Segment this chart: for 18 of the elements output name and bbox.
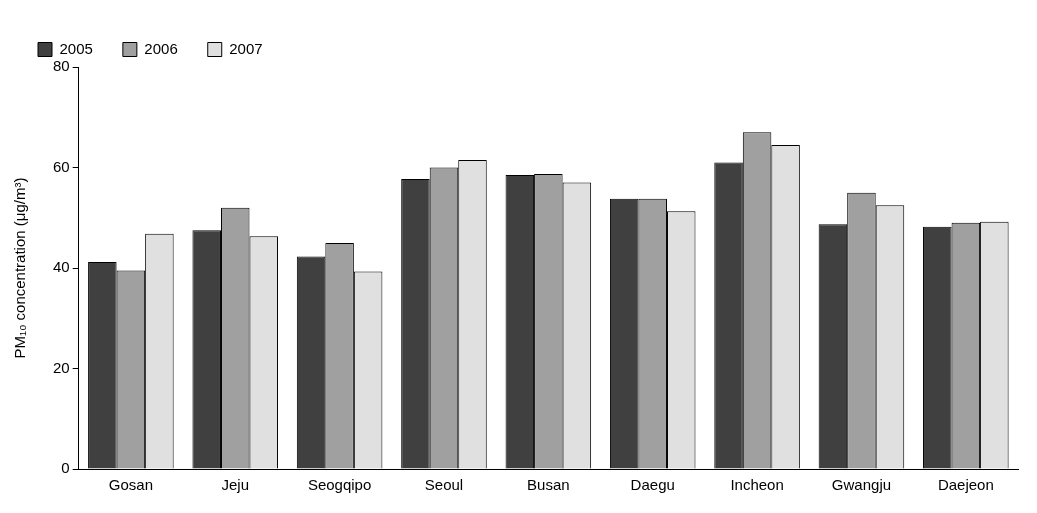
x-tick-label: Seoul: [424, 476, 464, 494]
x-tick-label: Incheon: [730, 476, 784, 494]
y-tick-label: 80: [53, 57, 70, 75]
legend-label: 2006: [144, 39, 178, 57]
x-tick-label: Daegu: [630, 476, 675, 494]
x-tick-label: Busan: [527, 476, 570, 494]
legend-label: 2005: [59, 39, 93, 57]
x-tick-label: Daejeon: [937, 476, 994, 494]
legend-label: 2007: [229, 39, 263, 57]
x-tick-label: Jeju: [221, 476, 249, 494]
y-tick-label: 60: [53, 157, 70, 175]
y-tick-label: 20: [53, 358, 70, 376]
y-tick-label: 40: [53, 258, 70, 276]
y-tick-label: 0: [61, 459, 70, 477]
x-tick-label: Gwangju: [831, 476, 892, 494]
x-tick-label: Seogqipo: [307, 476, 372, 494]
x-tick-label: Gosan: [108, 476, 153, 494]
y-axis-title: PM₁₀ concentration (μg/m³): [11, 177, 29, 359]
